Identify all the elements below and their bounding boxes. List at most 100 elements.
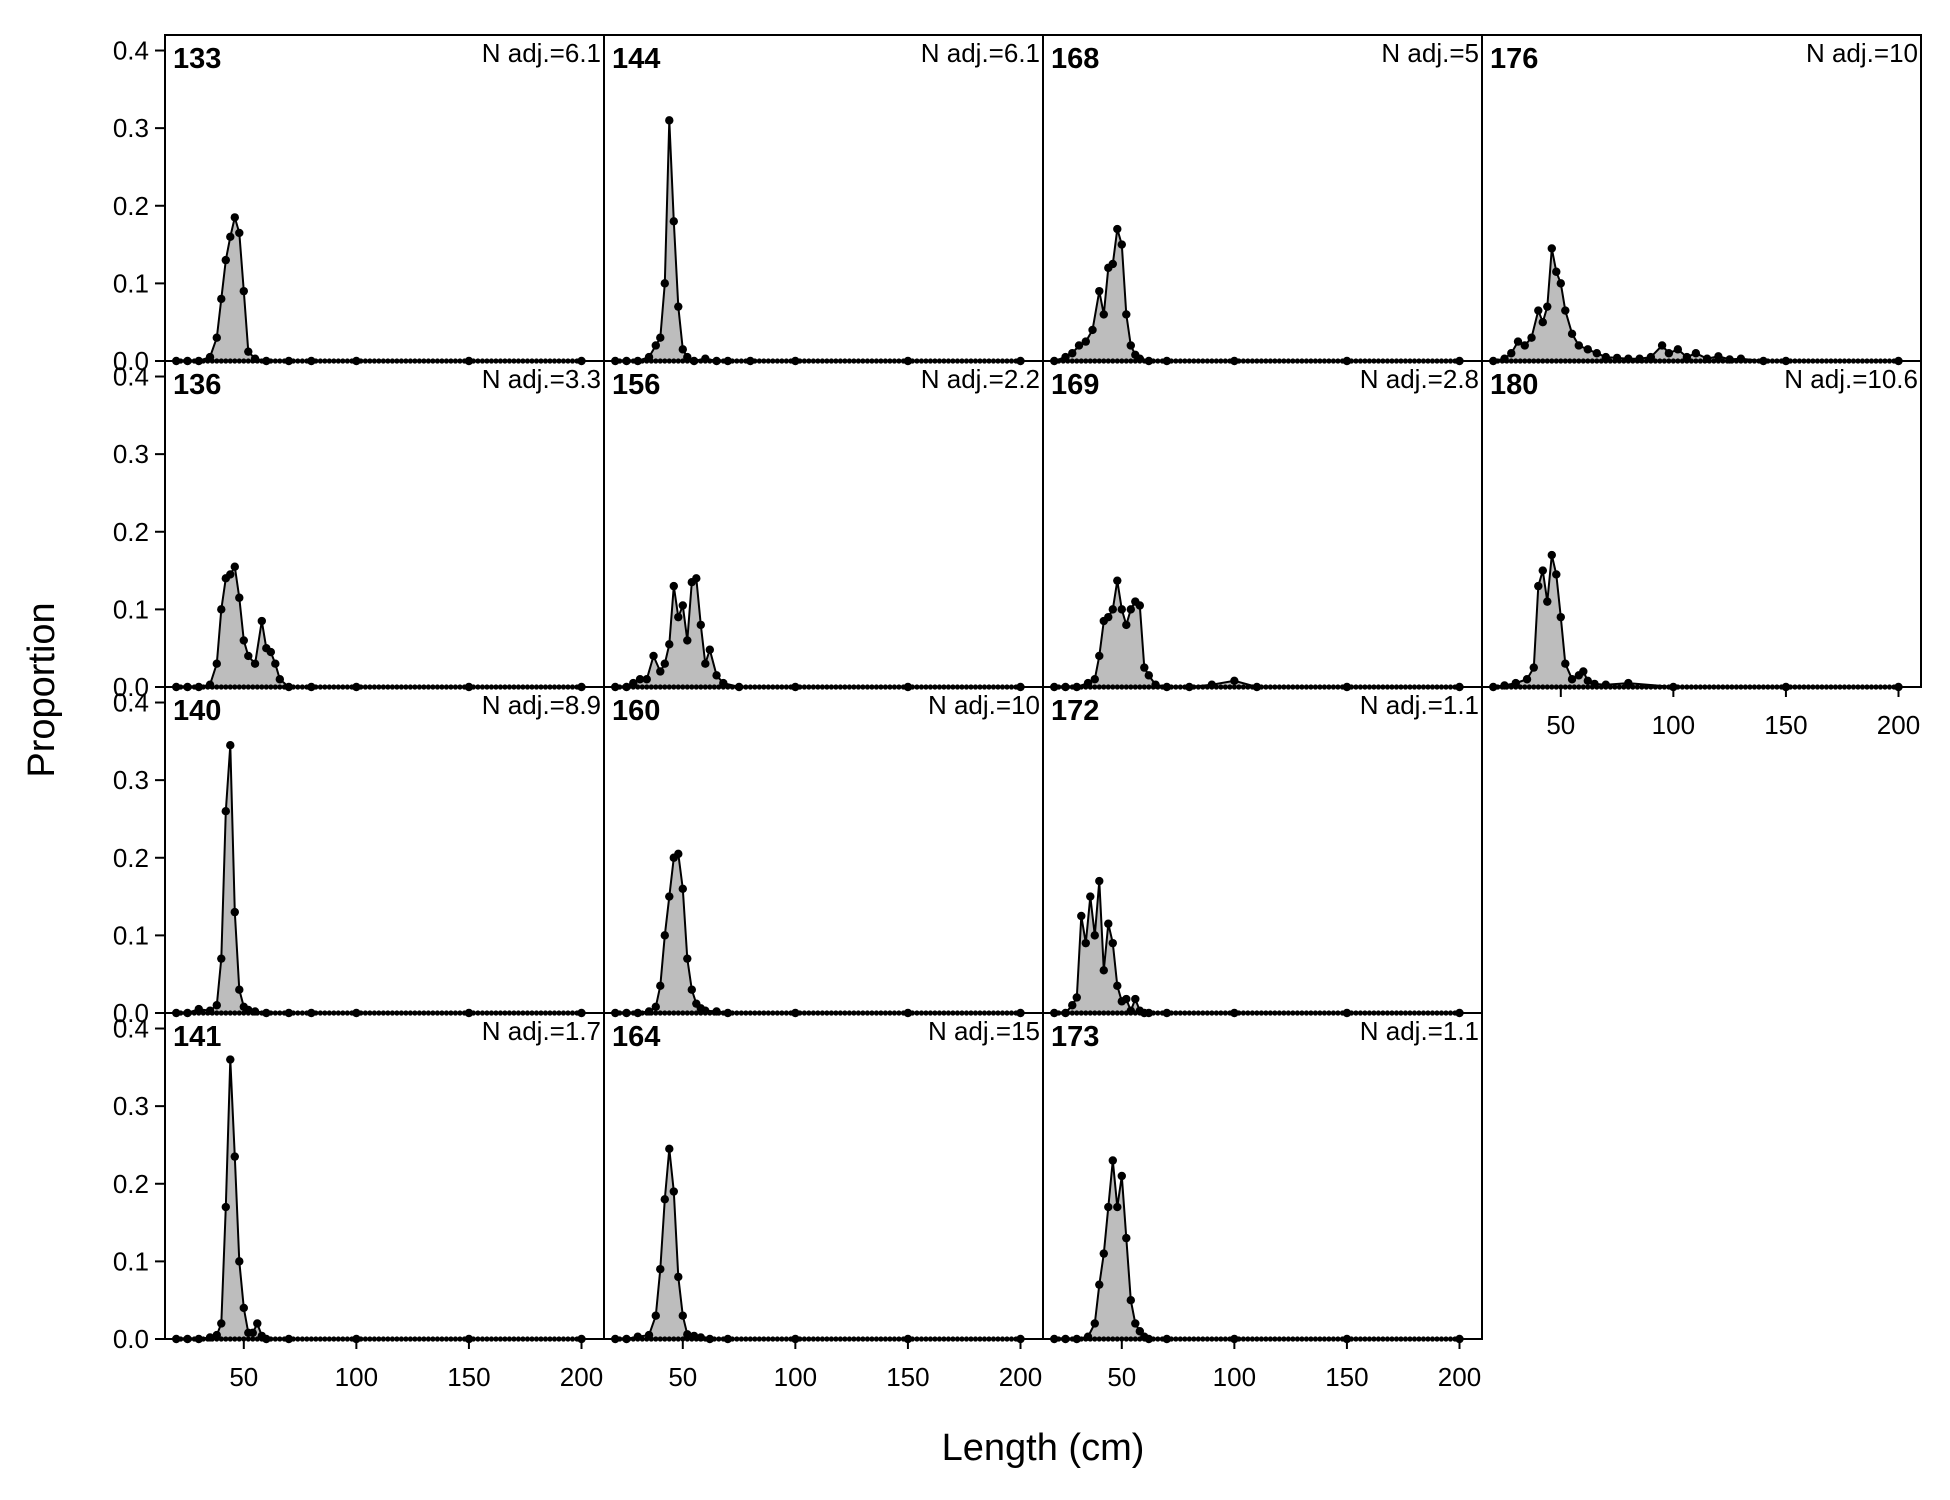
data-point xyxy=(656,333,665,342)
data-point xyxy=(235,1257,244,1266)
data-point xyxy=(217,954,226,963)
data-point xyxy=(1135,601,1145,610)
data-point xyxy=(1140,663,1149,672)
data-point xyxy=(656,981,665,991)
y-tick-label: 0.1 xyxy=(113,920,149,950)
data-point xyxy=(1513,337,1523,346)
axis-ticks: 0.00.10.20.30.40.00.10.20.30.450 100 150 20… xyxy=(113,36,1920,1392)
x-tick-label: 150 xyxy=(1325,1362,1368,1392)
data-point xyxy=(1099,310,1108,319)
x-tick-label: 150 xyxy=(886,1362,929,1392)
area-fill xyxy=(1054,580,1460,687)
data-point xyxy=(1583,676,1593,685)
data-point xyxy=(629,678,638,688)
data-point xyxy=(1095,1280,1104,1289)
data-point xyxy=(656,667,665,676)
data-point xyxy=(1081,938,1090,948)
data-point xyxy=(1534,306,1543,315)
panel-id-label: 133 xyxy=(173,43,221,75)
data-point xyxy=(656,1264,665,1274)
data-point xyxy=(212,659,221,668)
panel-173: 173 N adj.=1.1 xyxy=(1042,1012,1483,1344)
n-adj-label: N adj.=2.8 xyxy=(1360,364,1479,394)
data-point xyxy=(230,1152,239,1161)
data-point xyxy=(1538,566,1547,575)
data-point xyxy=(674,612,683,622)
data-point xyxy=(674,302,683,311)
data-point xyxy=(1061,352,1070,362)
y-tick-label: 0.2 xyxy=(113,517,149,547)
data-point xyxy=(275,675,285,684)
n-adj-label: N adj.=15 xyxy=(928,1016,1040,1046)
panel-id-label: 164 xyxy=(612,1021,660,1053)
y-tick-label: 0.0 xyxy=(113,346,149,376)
data-point xyxy=(1561,659,1570,668)
data-point xyxy=(1574,341,1584,350)
y-tick-label: 0.0 xyxy=(113,1324,149,1354)
panel-id-label: 172 xyxy=(1051,695,1099,727)
data-point xyxy=(683,1330,692,1339)
data-point xyxy=(221,255,230,265)
y-tick-label: 0.4 xyxy=(113,1014,149,1044)
data-point xyxy=(1624,678,1633,688)
panel-frame xyxy=(1481,360,1922,688)
data-point xyxy=(674,1272,683,1282)
y-tick-label: 0.1 xyxy=(113,1246,149,1276)
series-line xyxy=(1493,248,1899,362)
data-point xyxy=(689,1331,699,1341)
data-point xyxy=(1691,349,1701,358)
x-tick-label: 200 xyxy=(560,1362,603,1392)
data-point xyxy=(1561,306,1570,315)
data-point xyxy=(660,279,669,288)
data-point xyxy=(1095,876,1104,886)
data-point xyxy=(1131,1319,1140,1328)
data-point xyxy=(1543,302,1552,311)
data-point xyxy=(271,659,280,668)
y-tick-label: 0.4 xyxy=(113,688,149,718)
n-adj-label: N adj.=3.3 xyxy=(482,364,601,394)
data-point xyxy=(257,616,267,626)
y-tick-label: 0.3 xyxy=(113,765,149,795)
panel-frame xyxy=(1042,1012,1483,1340)
x-tick-label: 100 xyxy=(1652,710,1695,740)
y-tick-label: 0.1 xyxy=(113,268,149,298)
data-point xyxy=(221,806,230,816)
data-point xyxy=(683,954,692,963)
data-point xyxy=(1081,337,1090,346)
data-point xyxy=(1090,1319,1099,1328)
data-point xyxy=(226,570,235,579)
panel-180: 180 N adj.=10.6 xyxy=(1481,360,1922,692)
data-point xyxy=(665,116,674,125)
data-point xyxy=(1126,605,1136,614)
panel-164: 164 N adj.=15 xyxy=(603,1012,1044,1344)
data-point xyxy=(696,1333,706,1342)
n-adj-label: N adj.=6.1 xyxy=(482,38,601,68)
data-point xyxy=(1108,605,1117,614)
data-point xyxy=(1131,994,1140,1004)
panel-id-label: 169 xyxy=(1051,369,1099,401)
data-point xyxy=(250,659,260,668)
y-tick-label: 0.0 xyxy=(113,998,149,1028)
data-point xyxy=(1126,341,1136,350)
area-fill xyxy=(176,566,582,687)
data-point xyxy=(1090,931,1099,940)
data-point xyxy=(235,985,244,994)
data-point xyxy=(1113,1202,1122,1212)
area-fill xyxy=(176,217,582,361)
series-line xyxy=(1493,554,1899,688)
y-tick-label: 0.4 xyxy=(113,362,149,392)
data-point xyxy=(696,620,706,630)
data-point xyxy=(1122,310,1131,319)
data-point xyxy=(212,1330,221,1340)
panel-169: 169 N adj.=2.8 xyxy=(1042,360,1483,692)
panel-133: 133 N adj.=6.1 xyxy=(164,34,605,366)
data-point xyxy=(649,651,658,661)
x-tick-label: 100 xyxy=(335,1362,378,1392)
data-point xyxy=(1072,993,1081,1002)
data-point xyxy=(678,884,687,894)
data-point xyxy=(1083,678,1093,688)
data-point xyxy=(1088,325,1097,335)
y-tick-label: 0.2 xyxy=(113,191,149,221)
data-point xyxy=(678,601,687,610)
data-point xyxy=(712,1007,721,1016)
